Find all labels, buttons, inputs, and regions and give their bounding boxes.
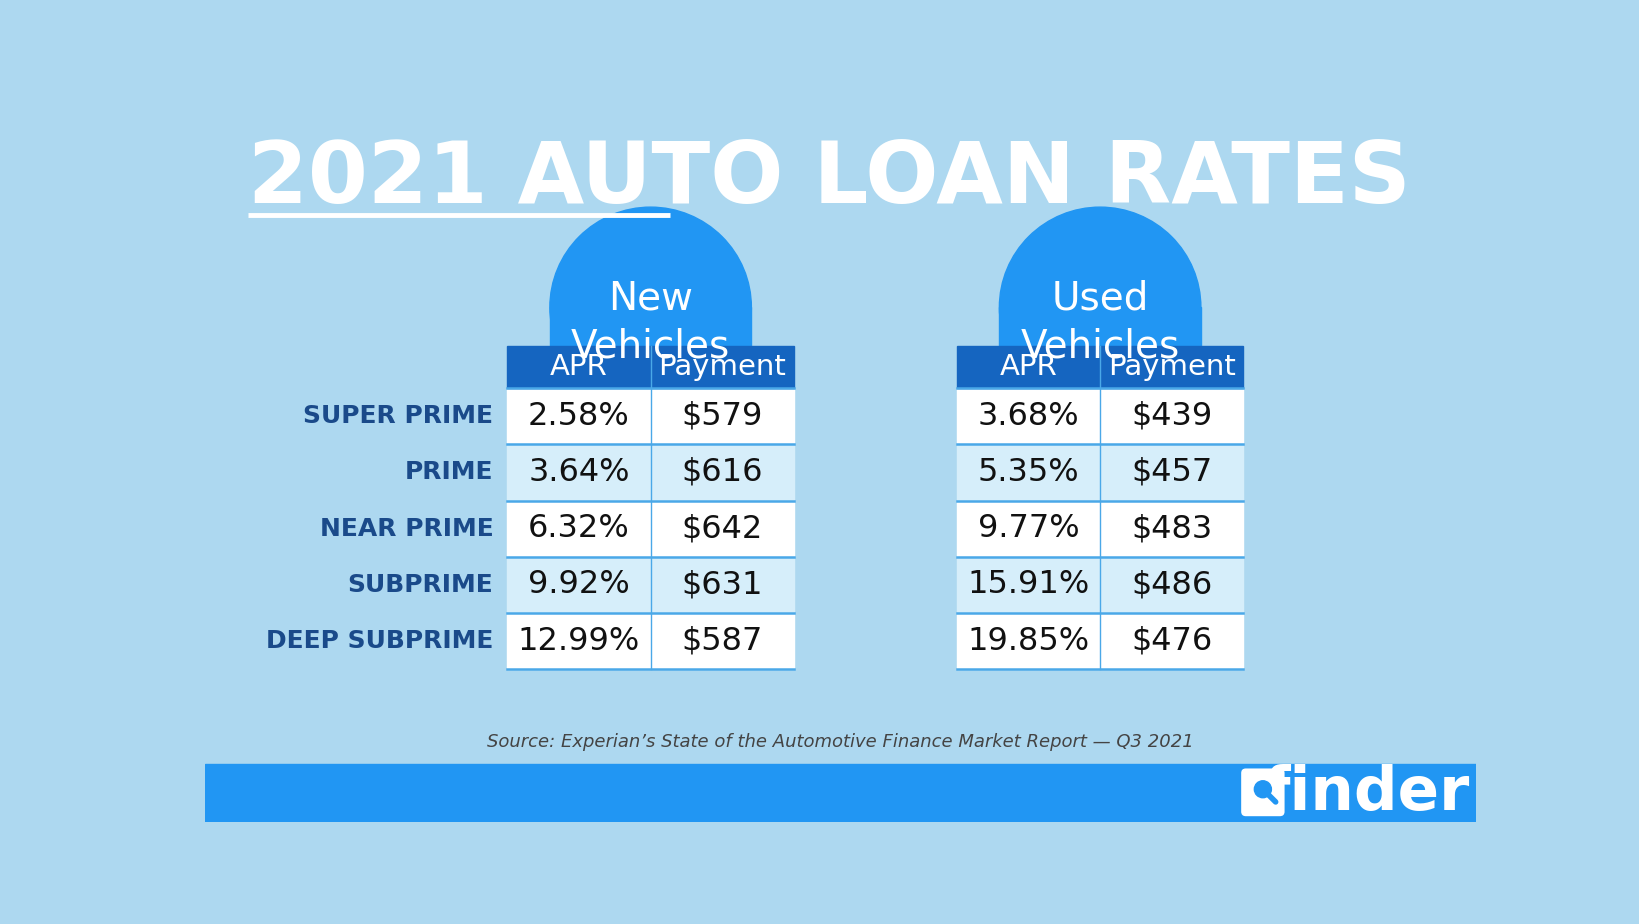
Text: 2.58%: 2.58% [528,401,629,432]
Bar [549,307,751,431]
Text: DEEP SUBPRIME: DEEP SUBPRIME [266,629,493,653]
Text: 3.68%: 3.68% [977,401,1078,432]
Text: $642: $642 [682,513,762,544]
Text: APR: APR [549,353,608,381]
Text: $476: $476 [1131,626,1211,657]
Bar [506,613,793,669]
Bar [956,346,1242,388]
Text: 5.35%: 5.35% [977,456,1078,488]
Text: 15.91%: 15.91% [967,569,1088,601]
Bar [506,444,793,501]
Text: New
Vehicles: New Vehicles [570,279,729,366]
Text: $616: $616 [682,456,762,488]
Bar [998,307,1200,431]
Text: NEAR PRIME: NEAR PRIME [320,517,493,541]
Bar [956,556,1242,613]
Bar [506,556,793,613]
Text: 12.99%: 12.99% [518,626,639,657]
Text: $579: $579 [682,401,762,432]
Text: $631: $631 [682,569,762,601]
Text: $457: $457 [1131,456,1211,488]
FancyBboxPatch shape [1241,769,1283,816]
Text: 19.85%: 19.85% [967,626,1088,657]
Text: 9.92%: 9.92% [528,569,629,601]
Circle shape [549,207,751,407]
Text: $439: $439 [1131,401,1211,432]
Text: 2021 AUTO LOAN RATES: 2021 AUTO LOAN RATES [247,138,1410,221]
Bar [506,388,793,444]
Text: 3.64%: 3.64% [528,456,629,488]
Circle shape [1254,781,1270,797]
Bar [506,501,793,556]
Text: SUBPRIME: SUBPRIME [347,573,493,597]
Text: Payment: Payment [1108,353,1236,381]
Text: Source: Experian’s State of the Automotive Finance Market Report — Q3 2021: Source: Experian’s State of the Automoti… [487,734,1193,751]
Text: $587: $587 [682,626,762,657]
Bar [956,444,1242,501]
Text: $483: $483 [1131,513,1211,544]
Bar [956,613,1242,669]
Text: finder: finder [1264,763,1470,822]
Text: $486: $486 [1131,569,1211,601]
Text: Used
Vehicles: Used Vehicles [1019,279,1178,366]
Bar [956,501,1242,556]
Text: 9.77%: 9.77% [977,513,1078,544]
Bar [506,346,793,388]
Bar [956,388,1242,444]
Text: 6.32%: 6.32% [528,513,629,544]
Text: PRIME: PRIME [405,460,493,484]
Text: APR: APR [998,353,1057,381]
Circle shape [998,207,1200,407]
Text: SUPER PRIME: SUPER PRIME [303,404,493,428]
Bar [205,764,1475,822]
Text: Payment: Payment [657,353,785,381]
